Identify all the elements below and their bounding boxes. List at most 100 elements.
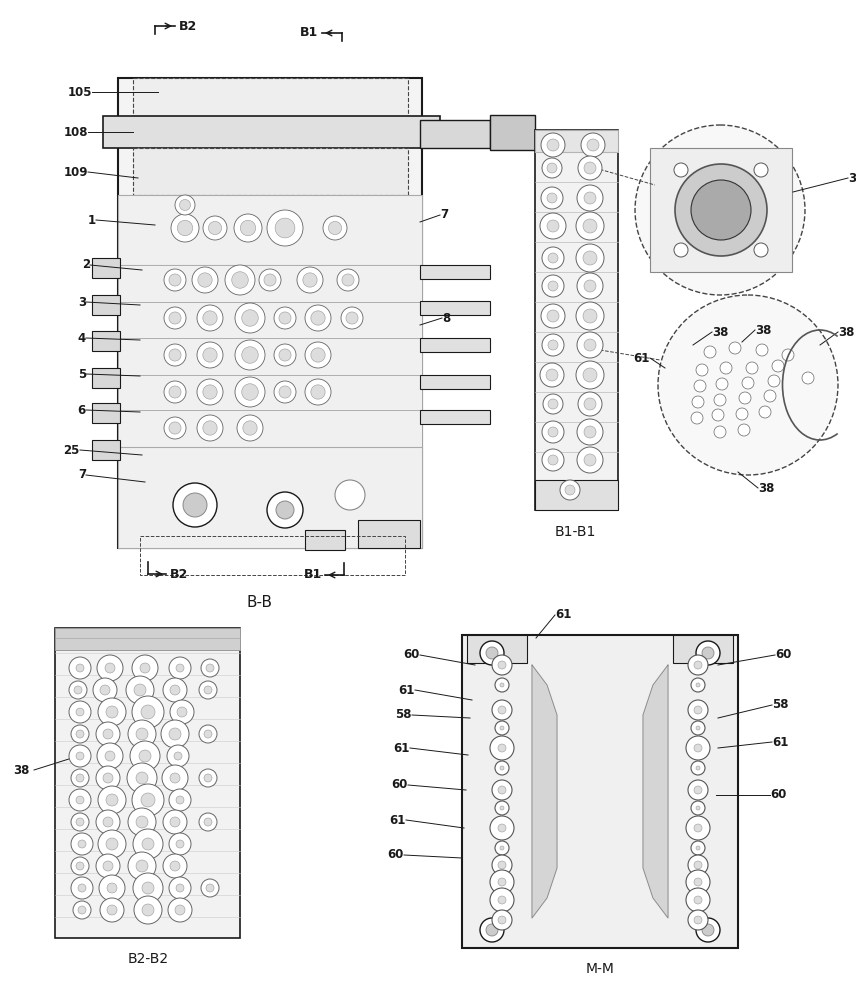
Circle shape	[490, 816, 514, 840]
Circle shape	[132, 696, 164, 728]
Circle shape	[234, 214, 262, 242]
Circle shape	[169, 386, 181, 398]
Circle shape	[583, 251, 597, 265]
Polygon shape	[643, 665, 668, 918]
Circle shape	[169, 312, 181, 324]
Circle shape	[203, 311, 217, 325]
Circle shape	[495, 721, 509, 735]
Circle shape	[163, 810, 187, 834]
Bar	[420, 375, 490, 389]
Circle shape	[635, 125, 805, 295]
Circle shape	[98, 698, 126, 726]
Circle shape	[276, 501, 294, 519]
Circle shape	[168, 898, 192, 922]
Circle shape	[311, 311, 325, 325]
Circle shape	[69, 789, 91, 811]
Circle shape	[76, 752, 84, 760]
Circle shape	[576, 212, 604, 240]
Circle shape	[170, 700, 194, 724]
Circle shape	[492, 655, 512, 675]
Circle shape	[171, 214, 199, 242]
Circle shape	[692, 396, 704, 408]
Circle shape	[577, 185, 603, 211]
Circle shape	[540, 363, 564, 387]
Circle shape	[578, 392, 602, 416]
Circle shape	[103, 729, 113, 739]
Circle shape	[197, 415, 223, 441]
Circle shape	[164, 381, 186, 403]
Circle shape	[547, 139, 559, 151]
Circle shape	[203, 348, 217, 362]
Circle shape	[164, 417, 186, 439]
Circle shape	[279, 386, 291, 398]
Circle shape	[702, 647, 714, 659]
Circle shape	[133, 873, 163, 903]
Circle shape	[136, 860, 148, 872]
Circle shape	[176, 796, 184, 804]
Circle shape	[714, 426, 726, 438]
Circle shape	[691, 841, 705, 855]
Circle shape	[71, 877, 93, 899]
Bar	[535, 130, 618, 152]
Circle shape	[498, 861, 506, 869]
Circle shape	[675, 164, 767, 256]
Circle shape	[498, 661, 506, 669]
Circle shape	[169, 789, 191, 811]
Circle shape	[694, 896, 702, 904]
Circle shape	[142, 838, 154, 850]
Circle shape	[323, 216, 347, 240]
Circle shape	[69, 657, 91, 679]
Bar	[358, 520, 420, 548]
Circle shape	[480, 641, 504, 665]
Text: B2-B2: B2-B2	[128, 952, 169, 966]
Bar	[118, 302, 422, 338]
Circle shape	[548, 340, 558, 350]
Text: 61: 61	[772, 736, 788, 748]
Circle shape	[716, 378, 728, 390]
Circle shape	[704, 346, 716, 358]
Circle shape	[106, 838, 118, 850]
Circle shape	[134, 684, 146, 696]
Circle shape	[237, 415, 263, 441]
Bar	[118, 78, 422, 548]
Circle shape	[105, 751, 115, 761]
Circle shape	[169, 349, 181, 361]
Circle shape	[267, 492, 303, 528]
Bar	[92, 440, 120, 460]
Text: 7: 7	[440, 209, 449, 222]
Bar	[118, 195, 422, 265]
Circle shape	[548, 253, 558, 263]
Circle shape	[241, 310, 259, 326]
Circle shape	[197, 305, 223, 331]
Circle shape	[279, 312, 291, 324]
Circle shape	[736, 408, 748, 420]
Circle shape	[584, 426, 596, 438]
Circle shape	[97, 655, 123, 681]
Circle shape	[688, 700, 708, 720]
Circle shape	[305, 379, 331, 405]
Circle shape	[696, 726, 700, 730]
Circle shape	[696, 364, 708, 376]
Circle shape	[97, 743, 123, 769]
Circle shape	[204, 818, 212, 826]
Circle shape	[142, 904, 154, 916]
Circle shape	[78, 884, 86, 892]
Circle shape	[103, 817, 113, 827]
Circle shape	[161, 720, 189, 748]
Circle shape	[691, 678, 705, 692]
Circle shape	[341, 307, 363, 329]
Circle shape	[329, 221, 342, 235]
Text: 38: 38	[848, 172, 856, 184]
Bar	[103, 116, 440, 148]
Circle shape	[103, 861, 113, 871]
Circle shape	[587, 139, 599, 151]
Text: 25: 25	[63, 444, 80, 456]
Text: 38: 38	[14, 764, 30, 776]
Circle shape	[674, 163, 688, 177]
Circle shape	[584, 398, 596, 410]
Circle shape	[259, 269, 281, 291]
Circle shape	[267, 210, 303, 246]
Circle shape	[204, 686, 212, 694]
Circle shape	[686, 888, 710, 912]
Circle shape	[541, 133, 565, 157]
